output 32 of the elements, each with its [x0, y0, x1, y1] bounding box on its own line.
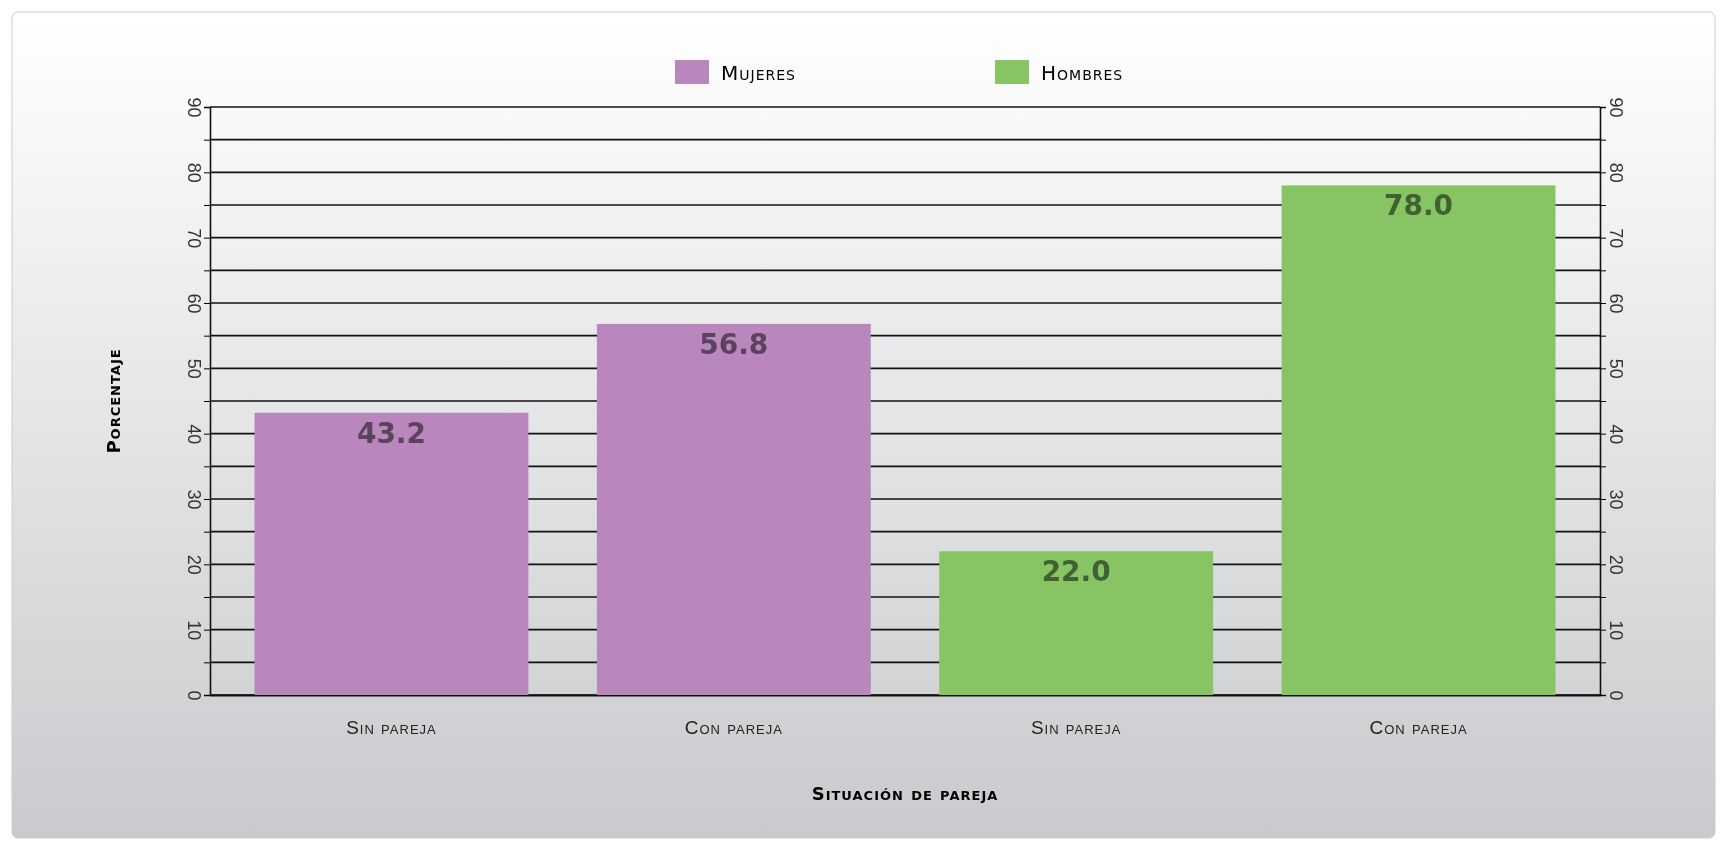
data-label: 43.2: [356, 416, 426, 450]
y2-tick-label: 60: [1606, 293, 1627, 314]
y-tick-label: 20: [184, 554, 205, 575]
y-tick-label: 30: [184, 489, 205, 510]
legend-label: Mujeres: [721, 61, 796, 85]
y2-tick-label: 20: [1606, 554, 1627, 575]
y2-tick-label: 40: [1606, 424, 1627, 445]
legend-label: Hombres: [1041, 61, 1124, 85]
y2-tick-label: 50: [1606, 358, 1627, 379]
data-label: 78.0: [1384, 189, 1454, 223]
y-tick-label: 60: [184, 293, 205, 314]
data-label: 22.0: [1041, 555, 1111, 589]
y-tick-label: 90: [184, 97, 205, 118]
data-label: 56.8: [699, 327, 769, 361]
y-axis-title: Porcentaje: [103, 348, 124, 454]
y-tick-label: 10: [184, 620, 205, 641]
x-tick-label: Sin pareja: [1030, 717, 1122, 739]
y2-tick-label: 90: [1606, 97, 1627, 118]
x-axis-title: Situación de pareja: [811, 783, 999, 804]
y2-tick-label: 80: [1606, 162, 1627, 183]
y-tick-label: 80: [184, 162, 205, 183]
y-tick-label: 50: [184, 358, 205, 379]
y2-tick-label: 30: [1606, 489, 1627, 510]
y-tick-label: 70: [184, 228, 205, 249]
x-tick-label: Con pareja: [1369, 717, 1468, 739]
y-tick-label: 40: [184, 424, 205, 445]
y-tick-label: 0: [184, 690, 205, 701]
x-tick-label: Con pareja: [684, 717, 783, 739]
y2-tick-label: 70: [1606, 228, 1627, 249]
y2-tick-label: 10: [1606, 620, 1627, 641]
x-tick-label: Sin pareja: [346, 717, 437, 739]
y2-tick-label: 0: [1606, 690, 1627, 701]
